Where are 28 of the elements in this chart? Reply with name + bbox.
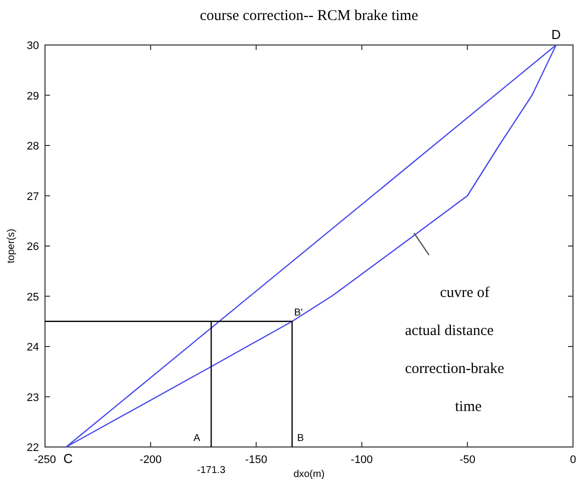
x-tick-label: -50 <box>459 454 476 466</box>
x-tick-label: -200 <box>140 454 162 466</box>
annotation: A <box>194 433 201 444</box>
y-tick-label: 24 <box>26 342 39 354</box>
annotation: D <box>551 27 561 42</box>
y-tick-label: 23 <box>26 392 39 404</box>
y-tick-label: 30 <box>26 40 39 52</box>
annotation: actual distance <box>405 323 494 339</box>
x-tick-label: 0 <box>570 454 576 466</box>
y-tick-label: 26 <box>26 241 39 253</box>
x-tick-label: -150 <box>245 454 268 466</box>
y-tick-label: 27 <box>26 190 39 203</box>
y-tick-label: 25 <box>26 291 39 304</box>
annotation: time <box>455 399 482 415</box>
y-tick-label: 29 <box>26 90 39 102</box>
x-axis-title: dxo(m) <box>293 469 325 479</box>
annotation: -171.3 <box>197 465 226 476</box>
annotation: cuvre of <box>440 285 490 301</box>
x-tick-label: -250 <box>34 454 56 466</box>
annotation: B' <box>294 307 303 318</box>
y-tick-label: 28 <box>26 140 39 152</box>
annotation: C <box>63 451 73 466</box>
x-tick-label: -100 <box>350 454 373 466</box>
annotation: B <box>297 433 304 444</box>
chart-title: course correction-- RCM brake time <box>200 8 418 24</box>
annotation: correction-brake <box>405 361 504 377</box>
y-tick-label: 22 <box>26 442 39 454</box>
y-axis-title: toper(s) <box>6 228 17 264</box>
